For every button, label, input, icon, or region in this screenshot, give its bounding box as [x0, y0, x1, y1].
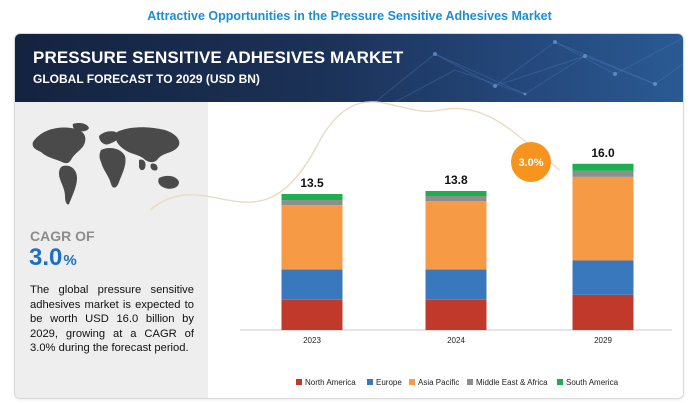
bar-segment-2029-europe	[572, 260, 634, 295]
bar-segment-2023-north-america	[281, 299, 343, 330]
legend-swatch-asia-pacific	[409, 379, 415, 385]
legend-label-asia-pacific: Asia Pacific	[418, 378, 459, 387]
summary-panel: CAGR OF 3.0% The global pressure sensiti…	[15, 102, 208, 398]
legend-label-south-america: South America	[566, 378, 619, 387]
x-tick-label-2029: 2029	[594, 336, 612, 345]
legend-label-north-america: North America	[305, 378, 356, 387]
cagr-unit: %	[63, 252, 77, 269]
cagr-label: CAGR OF	[30, 228, 95, 244]
bar-segment-2023-middle-east-africa	[281, 200, 343, 206]
infographic-card: PRESSURE SENSITIVE ADHESIVES MARKET GLOB…	[14, 33, 684, 399]
cagr-badge-label: 3.0%	[518, 157, 543, 169]
bar-segment-2023-europe	[281, 269, 343, 300]
total-label-2024: 13.8	[444, 173, 468, 187]
bar-segment-2029-south-america	[572, 163, 634, 171]
cagr-badge	[511, 142, 551, 182]
banner-title: PRESSURE SENSITIVE ADHESIVES MARKET	[33, 48, 404, 67]
total-label-2029: 16.0	[591, 146, 615, 160]
cagr-number: 3.0	[29, 244, 63, 271]
banner: PRESSURE SENSITIVE ADHESIVES MARKET GLOB…	[15, 34, 683, 102]
x-tick-label-2023: 2023	[303, 336, 321, 345]
total-label-2023: 13.5	[300, 176, 324, 190]
market-description: The global pressure sensitive adhesives …	[30, 284, 194, 355]
legend-swatch-north-america	[296, 379, 302, 385]
bar-segment-2024-north-america	[425, 299, 487, 330]
decorative-swoosh	[149, 101, 561, 211]
banner-subtitle: GLOBAL FORECAST TO 2029 (USD BN)	[33, 72, 260, 86]
x-tick-label-2024: 2024	[447, 336, 465, 345]
legend-label-europe: Europe	[376, 378, 402, 387]
bar-segment-2024-europe	[425, 269, 487, 300]
bar-segment-2023-south-america	[281, 194, 343, 201]
bar-segment-2029-north-america	[572, 294, 634, 330]
bar-segment-2024-asia-pacific	[425, 201, 487, 270]
legend-swatch-south-america	[557, 379, 563, 385]
bar-segment-2024-south-america	[425, 190, 487, 197]
bar-segment-2029-asia-pacific	[572, 176, 634, 261]
legend-swatch-middle-east-africa	[467, 379, 473, 385]
cagr-value: 3.0%	[29, 244, 77, 272]
legend-label-middle-east-africa: Middle East & Africa	[476, 378, 548, 387]
banner-decoration	[374, 37, 683, 102]
legend-swatch-europe	[367, 379, 373, 385]
bar-segment-2023-asia-pacific	[281, 205, 343, 270]
bar-segment-2029-middle-east-africa	[572, 170, 634, 177]
world-map-icon	[32, 123, 180, 205]
bar-segment-2024-middle-east-africa	[425, 196, 487, 202]
page-title: Attractive Opportunities in the Pressure…	[147, 9, 552, 23]
